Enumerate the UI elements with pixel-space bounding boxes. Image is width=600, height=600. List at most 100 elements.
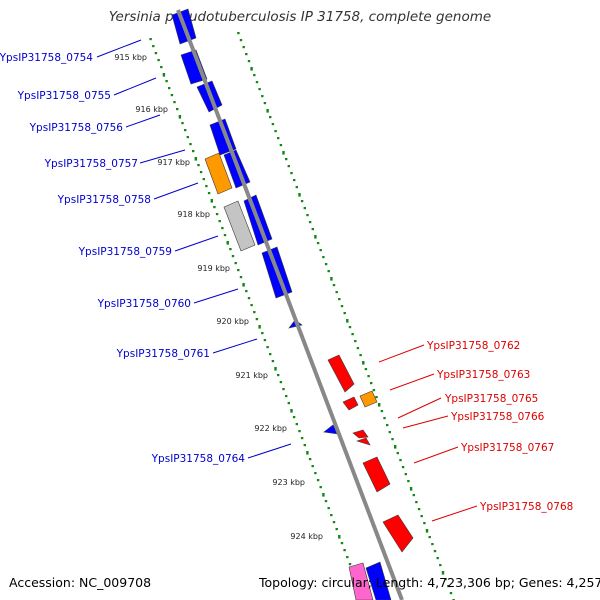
- gene-arrow-YpsIP31758_0758-orange[interactable]: [204, 152, 233, 195]
- scale-tick-inner: [176, 108, 179, 111]
- scale-tick-inner: [311, 465, 314, 468]
- scale-tick-outer: [277, 137, 280, 140]
- kbp-label-918: 918 kbp: [177, 210, 210, 219]
- scale-tick-inner: [199, 171, 203, 174]
- scale-tick-outer: [399, 459, 402, 462]
- scale-tick-outer: [415, 501, 418, 504]
- scale-tick-inner: [332, 521, 336, 524]
- scale-tick-outer: [298, 193, 301, 197]
- scale-tick-inner: [173, 101, 176, 104]
- scale-tick-outer: [314, 235, 317, 239]
- scale-tick-outer: [354, 340, 357, 343]
- gene-label-YpsIP31758_0767[interactable]: YpsIP31758_0767: [460, 442, 554, 454]
- scale-tick-inner: [274, 367, 277, 371]
- scale-tick-outer: [306, 214, 309, 217]
- scale-tick-outer: [271, 123, 275, 126]
- gene-arrow-YpsIP31758_0766[interactable]: [352, 429, 369, 439]
- gene-label-YpsIP31758_0758[interactable]: YpsIP31758_0758: [57, 194, 151, 206]
- scale-tick-inner: [266, 346, 269, 349]
- scale-tick-inner: [340, 542, 344, 545]
- gene-label-YpsIP31758_0757[interactable]: YpsIP31758_0757: [44, 158, 138, 170]
- scale-tick-outer: [266, 109, 269, 113]
- label-leader-line: [139, 149, 186, 164]
- scale-tick-outer: [300, 200, 304, 203]
- gene-arrow-YpsIP31758_0767[interactable]: [362, 456, 391, 493]
- gene-label-YpsIP31758_0766[interactable]: YpsIP31758_0766: [450, 411, 545, 423]
- scale-tick-outer: [239, 39, 243, 42]
- scale-tick-inner: [229, 248, 232, 251]
- scale-tick-inner: [152, 45, 155, 48]
- scale-tick-outer: [263, 102, 267, 105]
- scale-tick-outer: [274, 130, 277, 133]
- gene-label-YpsIP31758_0764[interactable]: YpsIP31758_0764: [151, 453, 246, 465]
- scale-tick-outer: [327, 270, 330, 273]
- scale-tick-inner: [245, 290, 248, 293]
- scale-tick-outer: [303, 207, 306, 210]
- kbp-label-920: 920 kbp: [216, 317, 249, 326]
- scale-tick-inner: [168, 87, 171, 90]
- gene-label-YpsIP31758_0761[interactable]: YpsIP31758_0761: [116, 348, 210, 360]
- scale-tick-outer: [439, 564, 442, 567]
- scale-tick-inner: [205, 185, 208, 188]
- scale-tick-inner: [319, 486, 322, 489]
- scale-tick-outer: [348, 326, 352, 329]
- gene-label-YpsIP31758_0765[interactable]: YpsIP31758_0765: [444, 393, 538, 405]
- scale-tick-outer: [332, 284, 336, 287]
- scale-tick-outer: [295, 186, 298, 189]
- scale-tick-outer: [449, 592, 453, 595]
- gene-arrow-gene-blue-bottom[interactable]: [365, 561, 392, 600]
- scale-tick-inner: [324, 500, 328, 503]
- gene-label-YpsIP31758_0756[interactable]: YpsIP31758_0756: [29, 122, 124, 134]
- scale-tick-inner: [165, 80, 168, 83]
- scale-tick-outer: [391, 438, 394, 441]
- scale-tick-outer: [250, 67, 253, 71]
- gene-arrow-YpsIP31758_0763[interactable]: [359, 390, 378, 408]
- scale-tick-outer: [380, 410, 384, 413]
- scale-tick-outer: [340, 305, 344, 308]
- scale-tick-inner: [295, 423, 298, 426]
- scale-tick-inner: [234, 262, 237, 265]
- scale-tick-outer: [255, 81, 259, 84]
- gene-label-YpsIP31758_0763[interactable]: YpsIP31758_0763: [436, 369, 530, 381]
- gene-label-YpsIP31758_0755[interactable]: YpsIP31758_0755: [17, 90, 111, 102]
- scale-tick-inner: [170, 94, 174, 97]
- gene-arrow-YpsIP31758_0765[interactable]: [342, 396, 359, 411]
- scale-tick-outer: [441, 571, 445, 575]
- scale-tick-outer: [362, 361, 365, 365]
- label-leader-line: [125, 114, 161, 128]
- gene-arrow-YpsIP31758_0768[interactable]: [382, 514, 414, 553]
- scale-tick-inner: [285, 395, 288, 398]
- label-leader-line: [212, 338, 258, 354]
- scale-tick-inner: [346, 556, 349, 559]
- gene-label-YpsIP31758_0759[interactable]: YpsIP31758_0759: [78, 246, 172, 258]
- scale-tick-inner: [192, 150, 195, 153]
- gene-label-YpsIP31758_0762[interactable]: YpsIP31758_0762: [426, 340, 520, 352]
- scale-tick-outer: [311, 228, 314, 231]
- label-leader-line: [96, 39, 142, 58]
- scale-tick-inner: [184, 129, 187, 132]
- gene-arrow-YpsIP31758_0762[interactable]: [327, 354, 355, 393]
- scale-tick-inner: [298, 430, 301, 433]
- scale-tick-outer: [388, 431, 391, 434]
- scale-tick-outer: [417, 508, 421, 511]
- scale-tick-outer: [359, 354, 362, 357]
- scale-tick-inner: [316, 479, 320, 482]
- kbp-label-922: 922 kbp: [254, 424, 287, 433]
- scale-tick-outer: [330, 277, 333, 281]
- gene-arrow-gene-pink[interactable]: [348, 562, 374, 600]
- scale-tick-inner: [306, 451, 309, 455]
- gene-label-YpsIP31758_0768[interactable]: YpsIP31758_0768: [479, 501, 573, 513]
- gene-arrow-YpsIP31758_0766b[interactable]: [356, 437, 371, 446]
- scale-tick-outer: [290, 172, 293, 175]
- scale-tick-outer: [324, 263, 328, 266]
- gene-label-YpsIP31758_0760[interactable]: YpsIP31758_0760: [97, 298, 191, 310]
- gene-arrow-YpsIP31758_0759-gray[interactable]: [223, 200, 256, 252]
- scale-tick-outer: [412, 494, 415, 497]
- scale-tick-outer: [394, 445, 397, 449]
- gene-label-YpsIP31758_0754[interactable]: YpsIP31758_0754: [0, 52, 93, 64]
- gene-arrow-YpsIP31758_0755[interactable]: [180, 49, 208, 85]
- scale-tick-outer: [335, 291, 338, 294]
- scale-tick-outer: [436, 557, 439, 560]
